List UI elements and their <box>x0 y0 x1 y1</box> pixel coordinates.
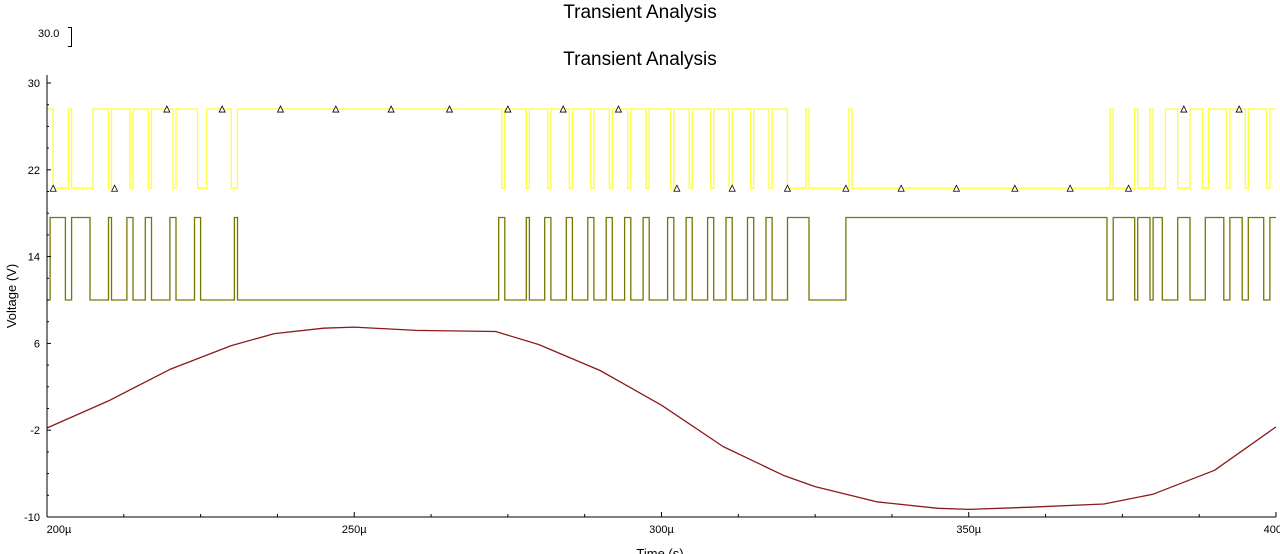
trace-marker-icon <box>332 105 340 113</box>
scale-readout: 30.0 <box>38 28 60 40</box>
trace-marker-icon <box>218 105 226 113</box>
trace-marker-icon <box>163 105 171 113</box>
trace-marker-icon <box>842 184 850 192</box>
trace-marker-icon <box>783 184 792 192</box>
trace-marker-icon <box>897 184 905 192</box>
trace-marker-icon <box>49 184 57 192</box>
digital-trace-2 <box>47 216 1276 301</box>
trace-marker-icon <box>504 105 512 113</box>
y-tick-label: 30 <box>28 78 40 90</box>
trace-marker-icon <box>276 105 285 113</box>
chart-title: Transient Analysis <box>563 49 717 70</box>
digital-trace-1 <box>47 108 1276 189</box>
x-tick-label: 200µ <box>47 524 72 536</box>
trace-marker-icon <box>559 105 567 113</box>
trace-marker-icon <box>1180 105 1188 113</box>
window-title: Transient Analysis <box>563 2 717 23</box>
trace-marker-icon <box>110 184 119 192</box>
axis-layer: -10 -2 6 14 22 30 200µ 250µ 300µ 350µ 400µ <box>24 75 1280 536</box>
trace-marker-icon <box>673 184 681 192</box>
scale-bracket-icon <box>68 27 72 47</box>
y-tick-label: -2 <box>30 425 40 437</box>
y-axis-label: Voltage (V) <box>4 264 19 328</box>
x-tick-label: 400µ <box>1264 524 1280 536</box>
x-axis-label: Time (s) <box>636 546 683 554</box>
x-tick-label: 250µ <box>342 524 367 536</box>
x-tick-label: 350µ <box>956 524 981 536</box>
trace-marker-icon <box>614 105 623 113</box>
trace-marker-icon <box>1011 184 1019 192</box>
trace-marker-icon <box>1235 105 1243 113</box>
trace-marker-icon <box>952 184 961 192</box>
trace-marker-icon <box>1124 184 1133 192</box>
y-tick-label: 14 <box>28 252 40 264</box>
analog-trace <box>46 326 1277 511</box>
y-tick-label: -10 <box>24 512 40 524</box>
x-tick-label: 300µ <box>649 524 674 536</box>
trace-marker-icon <box>445 105 454 113</box>
trace-marker-icon <box>1066 184 1074 192</box>
y-tick-label: 6 <box>34 338 40 350</box>
series-layer <box>46 105 1277 511</box>
trace-marker-icon <box>728 184 736 192</box>
trace-marker-icon <box>387 105 395 113</box>
y-tick-label: 22 <box>28 165 40 177</box>
